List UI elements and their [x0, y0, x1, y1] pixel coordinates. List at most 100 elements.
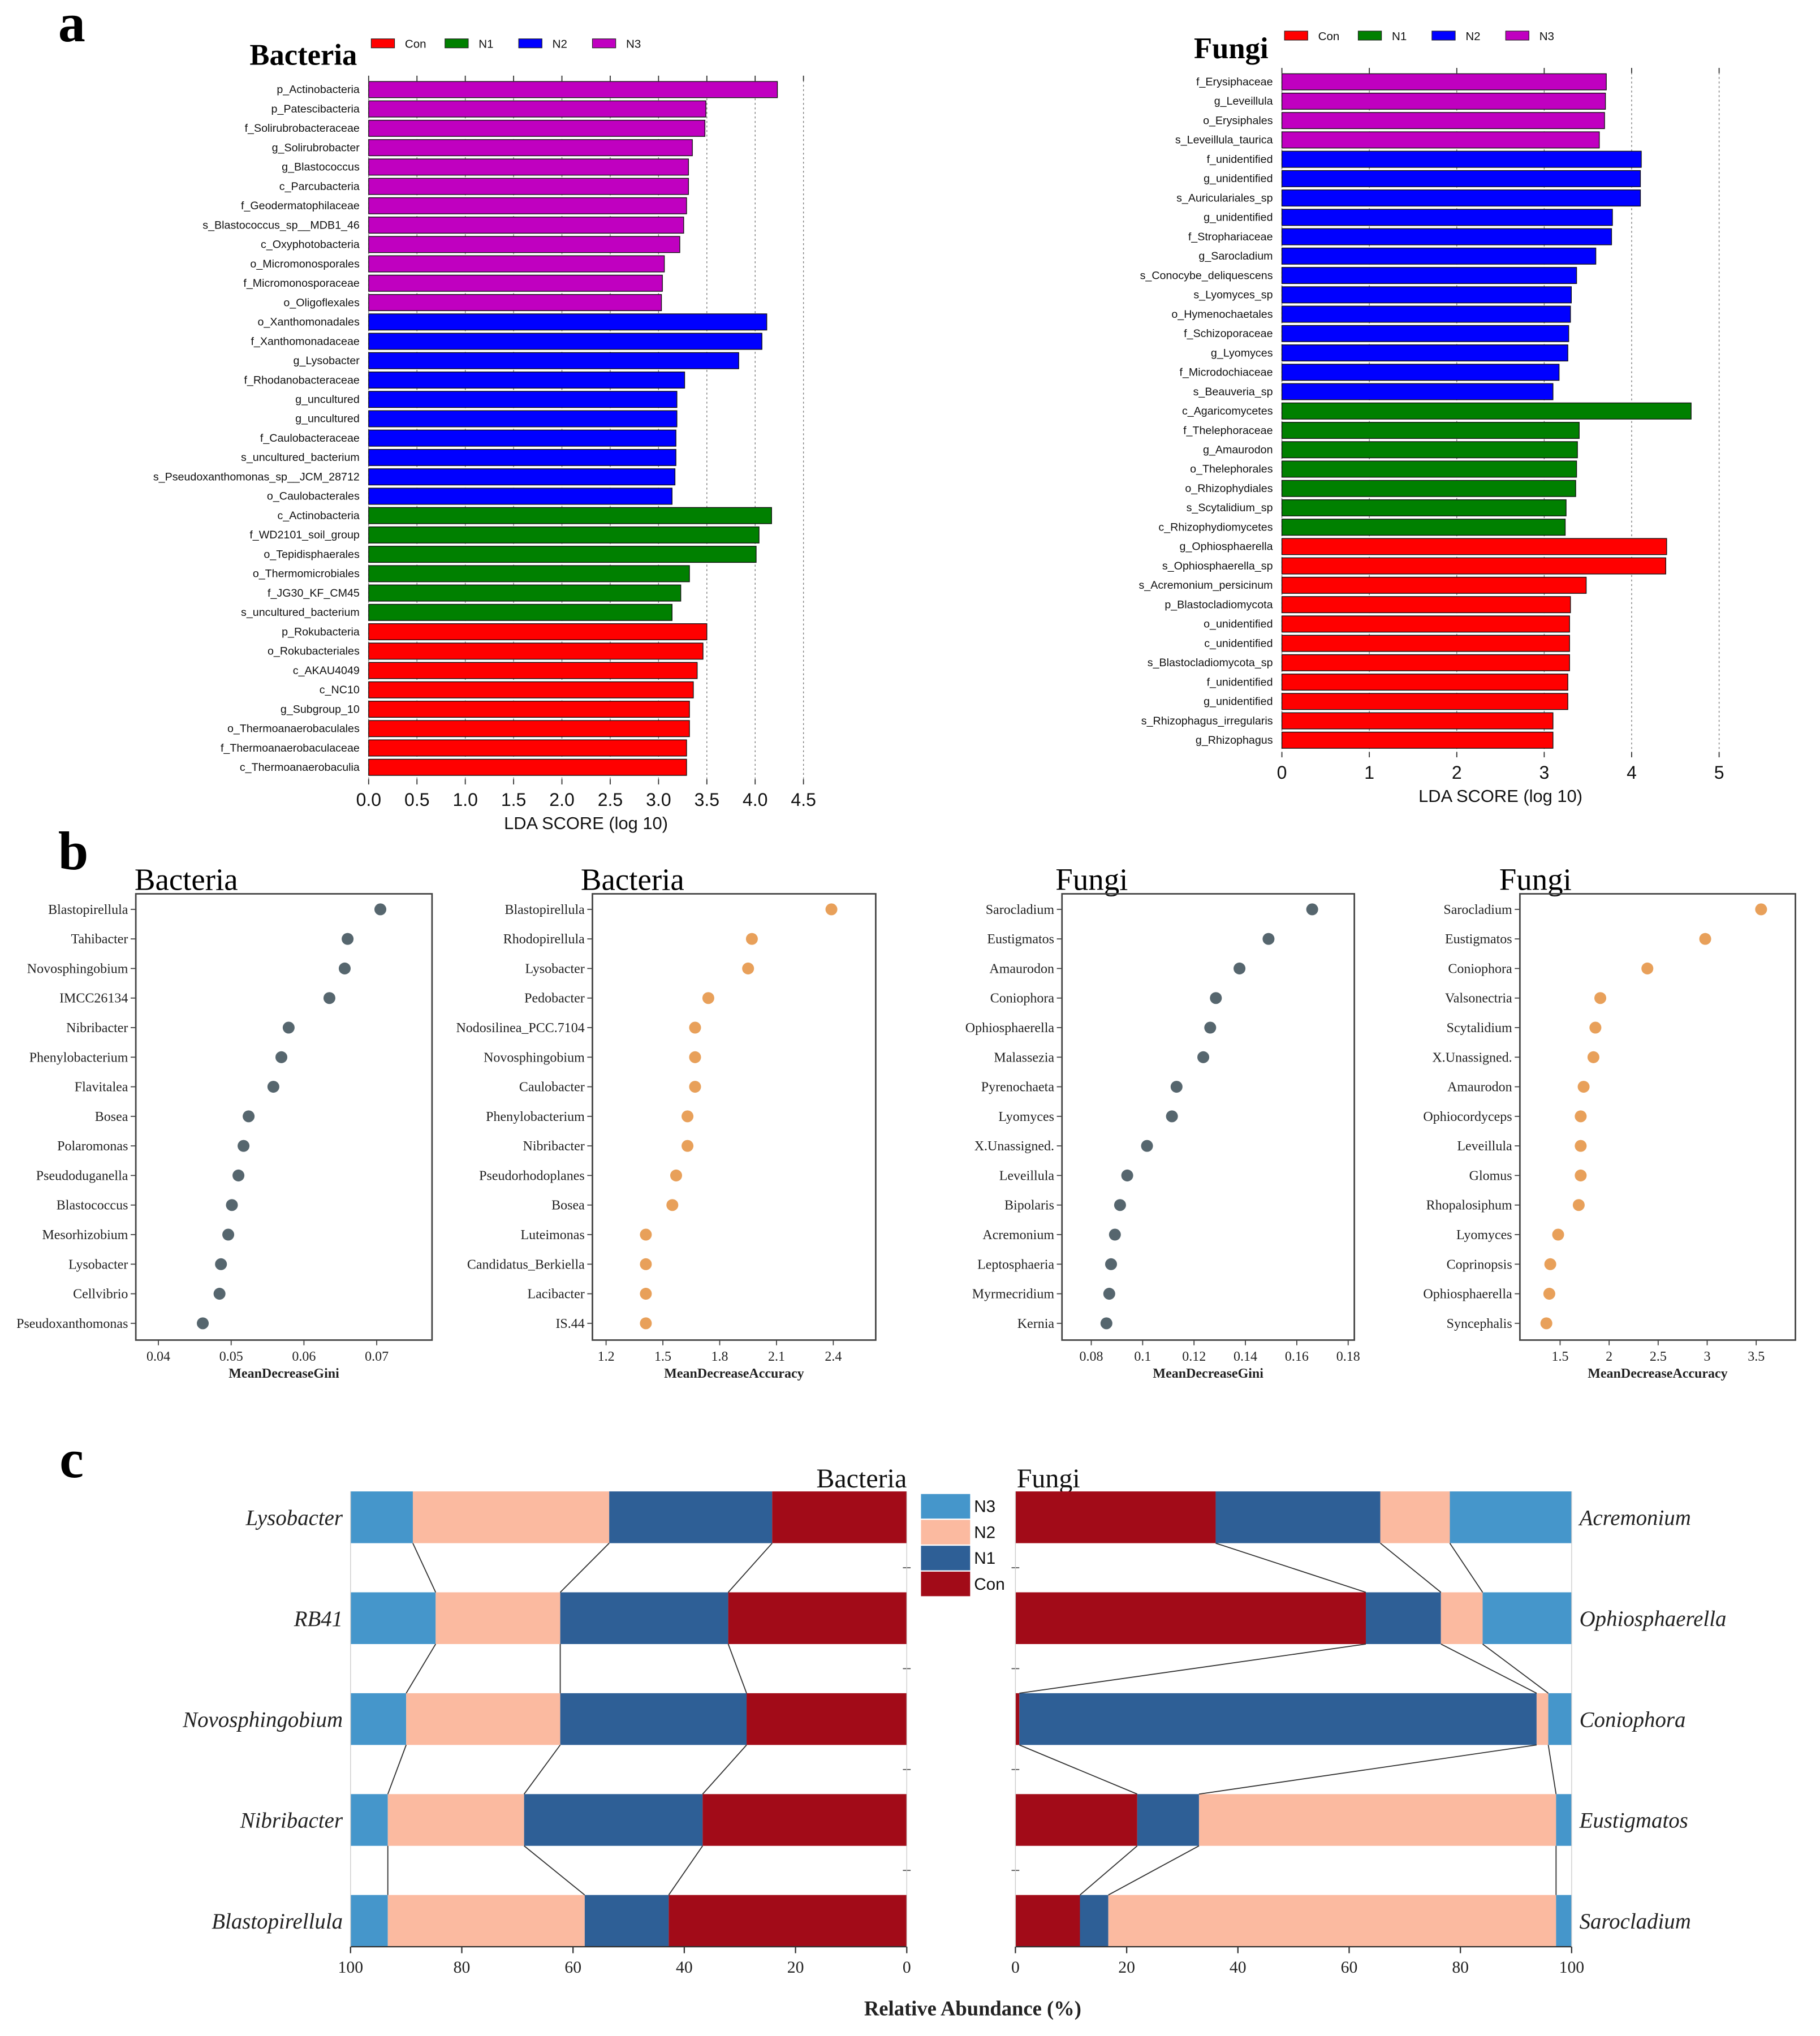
data-point: [1540, 1317, 1552, 1330]
x-tick-label: 0.18: [1336, 1349, 1360, 1364]
x-tick-label: 1.2: [598, 1349, 615, 1364]
bar-N2: [368, 448, 676, 466]
bar-N2: [368, 352, 739, 369]
bar-label: g_Ophiosphaerella: [1180, 541, 1273, 553]
segment-N1: [524, 1794, 703, 1846]
bar-label: c_Thermoanaerobaculia: [240, 761, 360, 774]
bar-Con: [1281, 615, 1570, 633]
point-label: IS.44: [555, 1317, 584, 1331]
bar-label: g_Lyomyces: [1211, 347, 1273, 359]
bar-label: f_Strophariaceae: [1188, 231, 1273, 243]
segment-N1: [1137, 1794, 1199, 1846]
segment-Con: [702, 1794, 907, 1846]
bar-label: s_Conocybe_deliquescens: [1140, 269, 1273, 282]
connector-line: [1441, 1644, 1537, 1694]
segment-Con: [1015, 1491, 1216, 1543]
segment-N2: [1441, 1592, 1483, 1644]
bar-label: f_Schizoporaceae: [1184, 327, 1273, 340]
bar-N2: [368, 372, 685, 389]
data-point: [1109, 1228, 1121, 1241]
data-point: [1587, 1051, 1599, 1063]
bar-Con: [368, 720, 690, 737]
connector-line: [727, 1644, 747, 1694]
legend-swatch-N3: [592, 38, 616, 49]
segment-N2: [1198, 1794, 1556, 1846]
x-tick-label: 0.05: [219, 1349, 243, 1364]
connector-line: [387, 1745, 407, 1795]
data-point: [1197, 1051, 1210, 1063]
data-point: [1594, 992, 1607, 1004]
row-label: Eustigmatos: [1579, 1809, 1688, 1833]
data-point: [745, 933, 758, 945]
chart-title: Fungi: [1499, 862, 1572, 897]
data-point: [640, 1258, 652, 1270]
data-point: [238, 1140, 250, 1152]
point-label: Eustigmatos: [1445, 932, 1512, 947]
bar-label: c_Oxyphotobacteria: [261, 239, 360, 251]
point-label: Cellvibrio: [73, 1287, 128, 1302]
x-tick-label: 60: [564, 1959, 581, 1977]
bar-N2: [1281, 189, 1641, 207]
bar-Con: [368, 681, 694, 698]
bar-label: g_Blastococcus: [282, 161, 360, 174]
data-point: [1103, 1288, 1115, 1300]
point-label: Nodosilinea_PCC.7104: [456, 1021, 584, 1036]
point-label: Amaurodon: [1447, 1080, 1512, 1095]
segment-N3: [1482, 1592, 1572, 1644]
bar-label: f_JG30_KF_CM45: [268, 587, 360, 599]
x-axis-label: Relative Abundance (%): [864, 1996, 1081, 2020]
data-point: [1575, 1110, 1587, 1123]
connector-line: [1215, 1542, 1366, 1593]
legend-swatch-N2: [921, 1520, 971, 1545]
connector-line: [524, 1845, 585, 1896]
bar-label: o_Oligoflexales: [283, 296, 360, 309]
point-label: Leveillula: [999, 1168, 1055, 1183]
bar-label: s_Blastococcus_sp__MDB1_46: [202, 219, 360, 231]
x-tick-label: 20: [787, 1959, 804, 1977]
data-point: [702, 992, 714, 1004]
segment-N3: [350, 1895, 388, 1947]
connector-line: [1019, 1744, 1138, 1795]
row-label: Nibribacter: [240, 1809, 343, 1833]
x-tick-label: 0.12: [1182, 1349, 1206, 1364]
segment-N2: [1536, 1693, 1549, 1745]
data-point: [1100, 1317, 1112, 1330]
x-tick-label: 1.0: [452, 790, 477, 810]
data-point: [1589, 1021, 1602, 1034]
data-point: [1210, 992, 1222, 1004]
bar-N2: [368, 429, 676, 447]
legend-label-N1: N1: [974, 1549, 995, 1568]
x-tick-label: 2: [1606, 1349, 1612, 1364]
bar-N1: [368, 603, 672, 621]
legend-swatch-N2: [518, 38, 542, 49]
legend-swatch-N1: [445, 38, 469, 49]
point-label: Malassezia: [994, 1050, 1054, 1065]
data-point: [742, 962, 754, 974]
point-label: Myrmecridium: [972, 1287, 1055, 1302]
data-point: [670, 1169, 683, 1181]
point-label: IMCC26134: [59, 991, 128, 1006]
bar-label: f_Micromonosporaceae: [243, 277, 359, 290]
bar-label: g_Lysobacter: [294, 355, 360, 367]
connector-line: [1482, 1644, 1549, 1694]
data-point: [689, 1081, 701, 1093]
bar-label: p_Actinobacteria: [277, 84, 359, 96]
bar-N1: [1281, 460, 1577, 478]
legend-label-N2: N2: [553, 38, 567, 51]
x-tick-label: 0.5: [404, 790, 429, 810]
bar-N3: [368, 255, 665, 273]
data-point: [1170, 1081, 1183, 1093]
bar-label: s_Scytalidium_sp: [1187, 502, 1273, 514]
bar-label: g_Leveillula: [1214, 95, 1273, 107]
rf-gini-bacteria: Bacteria Blastopirellula Tahibacter Novosph…: [16, 862, 433, 1381]
row-label: Coniophora: [1580, 1707, 1686, 1732]
data-point: [1166, 1110, 1178, 1123]
segment-N2: [387, 1895, 585, 1947]
point-label: Lyomyces: [1456, 1228, 1512, 1243]
bar-label: s_Pseudoxanthomonas_sp__JCM_28712: [153, 471, 360, 483]
point-label: Eustigmatos: [987, 932, 1054, 947]
point-label: Lyomyces: [998, 1110, 1054, 1124]
point-label: Lacibacter: [528, 1287, 585, 1302]
bar-N2: [1281, 209, 1613, 226]
